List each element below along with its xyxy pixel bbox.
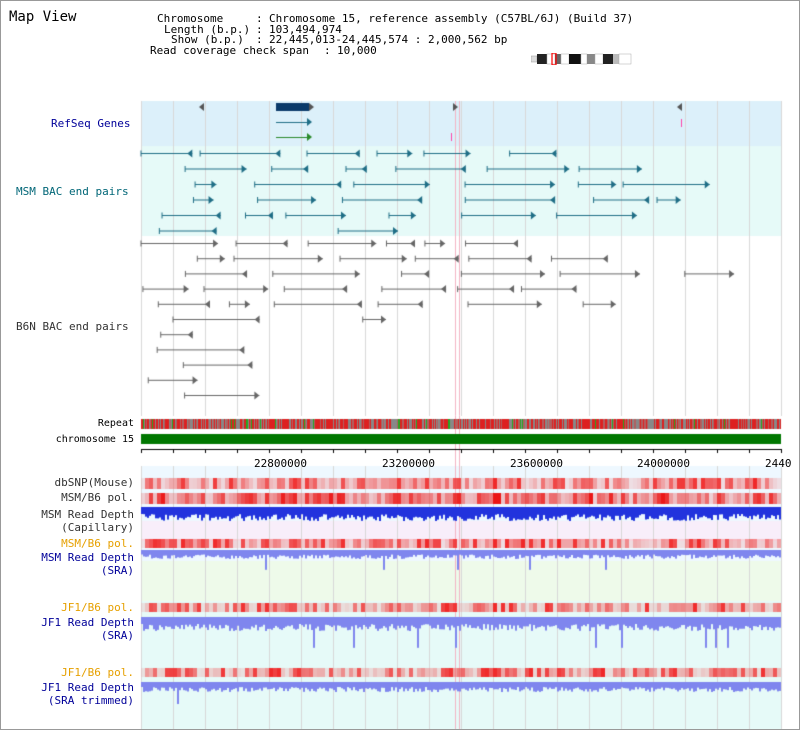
colon-2: : (256, 23, 263, 36)
show-label: Show (b.p.) (171, 33, 244, 46)
page-title: Map View (9, 9, 77, 25)
chromosome-value: Chromosome 15, reference assembly (C57BL… (269, 12, 634, 25)
axis-tick-label: 23600000 (510, 457, 563, 470)
axis-tick-label: 23200000 (382, 457, 435, 470)
track-label-refseq[interactable]: RefSeq Genes (51, 117, 131, 130)
colon-3: : (256, 33, 263, 46)
track-label-msm-bac[interactable]: MSM BAC end pairs (16, 185, 129, 198)
track-label-msm-depth-cap: MSM Read Depth (41, 508, 134, 521)
track-label-jf1-b6-pol-2: JF1/B6 pol. (61, 666, 134, 679)
axis-tick-label: 22800000 (254, 457, 307, 470)
track-label-jf1-depth-sra-sub: (SRA) (100, 629, 134, 642)
track-label-msm-depth-sra: MSM Read Depth (41, 551, 134, 564)
colon-4: : (324, 44, 331, 57)
chromosome-label: Chromosome (157, 12, 224, 25)
track-label-jf1-b6-pol-1: JF1/B6 pol. (61, 601, 134, 614)
read-coverage-label: Read coverage check span (150, 44, 309, 57)
track-label-jf1-depth-trim-sub: (SRA trimmed) (47, 694, 134, 707)
track-label-chromosome: chromosome 15 (55, 434, 134, 445)
track-label-jf1-depth-sra: JF1 Read Depth (41, 616, 134, 629)
show-value: 22,445,013-24,445,574 : 2,000,562 bp (269, 33, 508, 46)
track-label-jf1-depth-trim: JF1 Read Depth (41, 681, 134, 694)
axis-tick-label: 2440 (765, 457, 792, 470)
track-label-msm-b6-pol-1: MSM/B6 pol. (61, 491, 134, 504)
read-coverage-value: 10,000 (337, 44, 377, 57)
axis-tick-label: 24000000 (637, 457, 690, 470)
track-label-dbsnp: dbSNP(Mouse) (54, 476, 134, 489)
track-label-msm-depth-cap-sub: (Capillary) (61, 521, 134, 534)
track-label-repeat: Repeat (97, 418, 134, 429)
track-label-b6n-bac[interactable]: B6N BAC end pairs (16, 320, 129, 333)
length-value: 103,494,974 (269, 23, 342, 36)
track-label-msm-depth-sra-sub: (SRA) (100, 564, 134, 577)
chromosome-ideogram[interactable] (531, 53, 633, 65)
colon-1: : (256, 12, 263, 25)
track-label-msm-b6-pol-2: MSM/B6 pol. (61, 537, 134, 550)
length-label: Length (b.p.) (164, 23, 251, 36)
